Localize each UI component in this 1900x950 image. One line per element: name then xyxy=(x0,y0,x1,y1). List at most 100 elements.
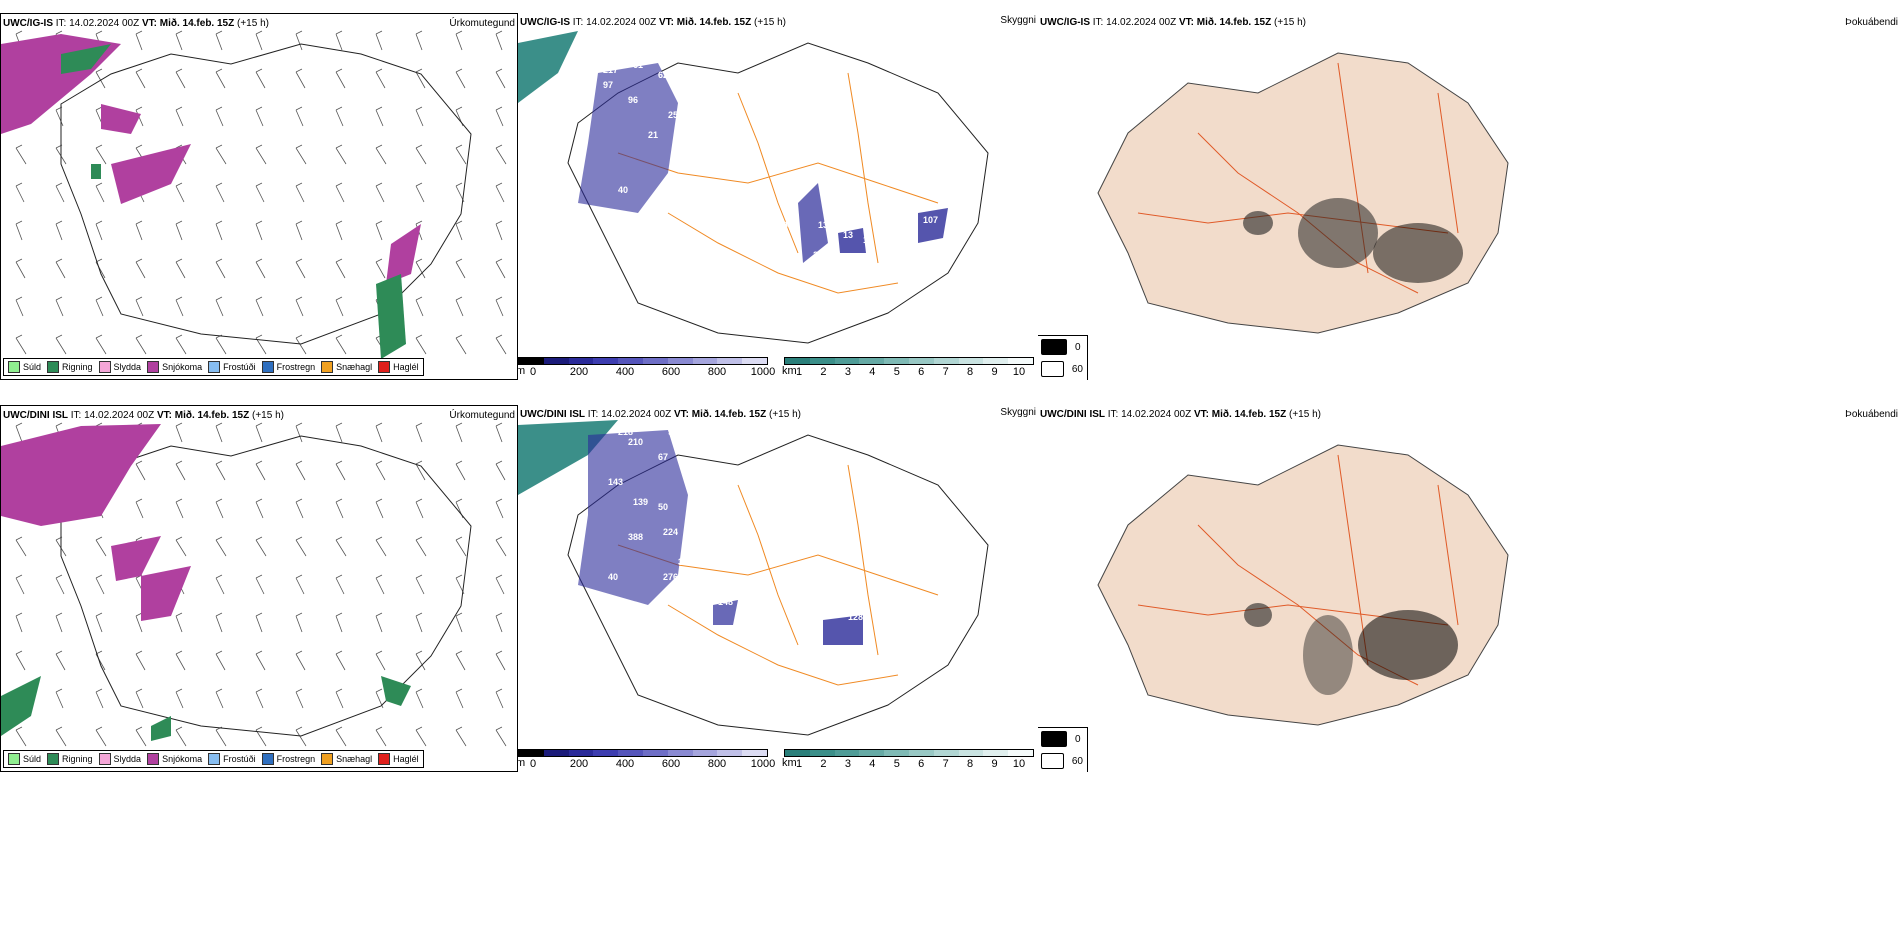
wind-barb xyxy=(175,726,187,747)
fog-legend-label: 60 xyxy=(1071,755,1083,767)
colorbar-bin xyxy=(667,750,693,756)
model-name: UWC/IG-IS xyxy=(520,17,570,28)
legend-swatch xyxy=(98,361,111,373)
model-name: UWC/DINI ISL xyxy=(1040,409,1105,420)
wind-barb xyxy=(135,650,146,671)
wind-barb xyxy=(335,144,347,165)
wind-barb xyxy=(375,220,383,241)
wind-barb xyxy=(215,144,227,165)
init-time: IT: 14.02.2024 00Z xyxy=(70,410,155,421)
colorbar-gradient xyxy=(518,749,768,757)
wind-barb xyxy=(135,726,147,747)
panel-header: UWC/DINI ISL IT: 14.02.2024 00Z VT: Mið.… xyxy=(520,409,801,420)
legend-swatch xyxy=(47,361,60,373)
wind-barb xyxy=(335,574,345,595)
wind-barb xyxy=(255,144,267,165)
lead-time: (+15 h) xyxy=(1289,409,1321,420)
visibility-km-colorbar: km 1 2 3 4 5 6 7 8 9 10 xyxy=(782,357,1034,379)
wind-barb xyxy=(215,334,227,355)
wind-barb xyxy=(455,612,463,633)
legend-swatch xyxy=(8,753,20,765)
wind-barb xyxy=(175,460,186,481)
wind-barb xyxy=(335,30,343,51)
colorbar-tick-label: 7 xyxy=(942,366,949,378)
colorbar-bin xyxy=(1008,750,1033,756)
visibility-value-label: 907 xyxy=(668,427,683,437)
wind-barb xyxy=(175,258,186,279)
colorbar-tick-label: 6 xyxy=(918,758,925,770)
visibility-value-label: 139 xyxy=(633,497,648,507)
wind-barb xyxy=(255,498,264,519)
colorbar-bin xyxy=(519,750,544,756)
wind-barb xyxy=(495,650,506,671)
lead-time: (+15 h) xyxy=(769,409,801,420)
colorbar-tick-label: 600 xyxy=(661,366,681,378)
wind-barb xyxy=(295,498,304,519)
legend-label: Frostúði xyxy=(223,362,256,372)
wind-barb xyxy=(215,106,224,127)
legend-swatch xyxy=(261,361,274,373)
rain-area xyxy=(1,676,41,736)
wind-barb xyxy=(455,422,463,443)
colorbar-tick-label: 9 xyxy=(991,366,998,378)
model-name: UWC/DINI ISL xyxy=(3,410,68,421)
wind-barb xyxy=(215,460,226,481)
wind-barb xyxy=(375,726,387,747)
colorbar-tick-label: 0 xyxy=(529,758,537,770)
wind-barb xyxy=(95,574,105,595)
legend-item: Snæhagl xyxy=(321,753,372,765)
colorbar-bin xyxy=(593,358,619,364)
visibility-value-label: 205 xyxy=(728,497,743,507)
wind-barb xyxy=(135,106,144,127)
wind-barb xyxy=(215,650,226,671)
snow-area xyxy=(1,424,161,526)
wind-barb xyxy=(495,106,504,127)
legend-label: Frostregn xyxy=(276,362,316,372)
low-vis-area xyxy=(713,600,738,625)
wind-barb xyxy=(135,258,146,279)
colorbar-bin xyxy=(809,358,835,364)
legend-swatch xyxy=(321,361,334,373)
colorbar-tick-label: 3 xyxy=(844,366,851,378)
valid-time: Mið. 14.feb. 15Z xyxy=(1196,17,1272,28)
legend-label: Slydda xyxy=(113,362,142,372)
legend-item: Frostúði xyxy=(208,361,256,373)
legend-item: Haglél xyxy=(378,753,419,765)
wind-barb xyxy=(415,106,424,127)
valid-time: Mið. 14.feb. 15Z xyxy=(676,17,752,28)
wind-barb xyxy=(215,68,226,89)
wind-barb xyxy=(495,182,505,203)
wind-barb xyxy=(375,106,384,127)
wind-barb xyxy=(415,726,427,747)
panel-title: Úrkomutegund xyxy=(449,410,515,421)
visibility-value-label: 925 xyxy=(658,185,673,195)
wind-barb xyxy=(295,144,307,165)
low-vis-area xyxy=(823,615,863,645)
visibility-value-label: 67 xyxy=(658,452,668,462)
wind-barbs xyxy=(15,30,507,355)
wind-barb xyxy=(15,650,26,671)
panel-header: UWC/DINI ISL IT: 14.02.2024 00Z VT: Mið.… xyxy=(1040,409,1321,420)
wind-barb xyxy=(175,334,187,355)
visibility-value-label: 50 xyxy=(658,502,668,512)
wind-barb xyxy=(335,726,347,747)
wind-barb xyxy=(215,258,226,279)
wind-barb xyxy=(135,220,143,241)
wind-barb xyxy=(335,68,346,89)
visibility-value-label: 148 xyxy=(718,597,733,607)
wind-barb xyxy=(175,220,183,241)
visibility-value-label: 224 xyxy=(663,527,678,537)
rain-area xyxy=(61,44,111,74)
colorbar-bin xyxy=(785,750,810,756)
wind-barb xyxy=(55,106,64,127)
legend-label: Rigning xyxy=(62,362,93,372)
wind-barb xyxy=(495,688,504,709)
legend-item: Súld xyxy=(8,753,41,765)
low-vis-area xyxy=(918,208,948,243)
visibility-panel-top: 217 97 96 61 62 252 21 40 925 25 131 13 14 107 202 44 S… xyxy=(518,13,1038,380)
visibility-value-label: 218 xyxy=(618,427,633,437)
wind-barb xyxy=(55,334,67,355)
precip-legend: Súld Rigning Slydda Snjókoma Frostúði Frostre… xyxy=(3,358,424,376)
wind-barb xyxy=(455,726,467,747)
legend-swatch xyxy=(208,753,221,765)
